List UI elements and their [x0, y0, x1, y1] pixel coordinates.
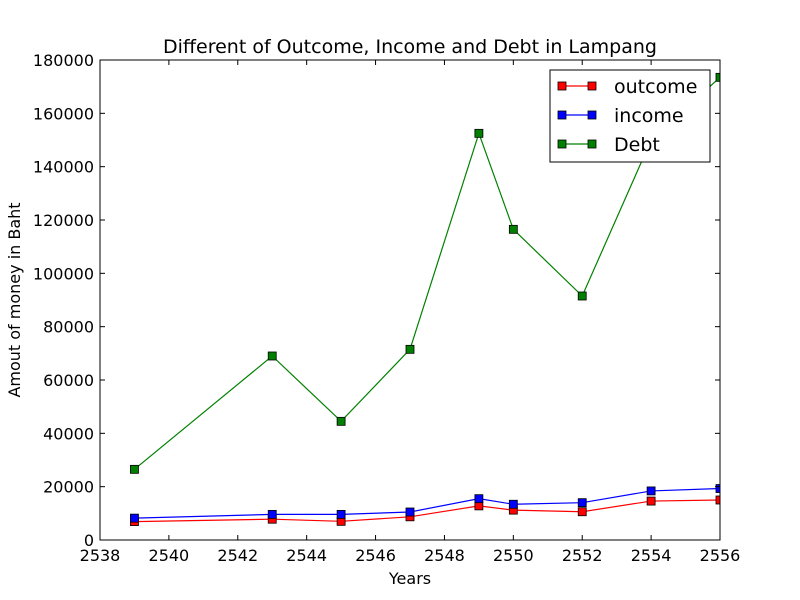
legend-box	[549, 69, 711, 163]
data-point-debt	[130, 464, 139, 474]
data-point-debt	[508, 224, 518, 234]
x-tick-label: 2552	[562, 546, 603, 565]
legend: outcome income Debt	[549, 69, 711, 163]
y-tick-label: 20000	[43, 478, 94, 497]
y-tick-label: 180000	[33, 51, 94, 70]
data-point-debt	[474, 128, 484, 138]
data-point-outcome	[474, 501, 484, 511]
series-line-outcome	[134, 499, 720, 523]
y-tick-label: 140000	[33, 158, 94, 177]
data-point-income	[336, 509, 346, 519]
y-tick-label: 40000	[43, 424, 94, 443]
data-point-income	[130, 513, 139, 523]
x-tick-label: 2554	[631, 546, 672, 565]
legend-label: Debt	[614, 134, 660, 156]
data-point-debt	[405, 344, 415, 354]
legend-marker	[587, 81, 597, 91]
y-tick-label: 100000	[33, 264, 94, 283]
legend-marker	[587, 110, 597, 120]
legend-marker	[557, 81, 567, 91]
data-point-outcome	[646, 496, 656, 506]
data-point-income	[646, 486, 656, 496]
legend-item-debt: Debt	[557, 134, 660, 156]
data-point-outcome	[715, 495, 720, 505]
x-tick-label: 2548	[424, 546, 465, 565]
data-point-outcome	[577, 507, 587, 517]
x-axis-title: Years	[388, 569, 431, 588]
data-point-income	[508, 499, 518, 509]
legend-item-outcome: outcome	[557, 76, 697, 98]
data-point-income	[405, 507, 415, 517]
x-tick-label: 2556	[700, 546, 741, 565]
legend-marker	[557, 110, 567, 120]
plot-frame	[99, 59, 721, 541]
chart-title: Different of Outcome, Income and Debt in…	[163, 36, 657, 58]
y-tick-label: 120000	[33, 211, 94, 230]
y-axis-title: Amout of money in Baht	[5, 202, 24, 397]
x-tick-label: 2544	[286, 546, 327, 565]
data-point-debt	[267, 351, 277, 361]
x-tick-label: 2546	[355, 546, 396, 565]
y-tick-label: 0	[84, 531, 94, 550]
legend-marker	[587, 139, 597, 149]
data-point-debt	[336, 416, 346, 426]
y-tick-label: 80000	[43, 318, 94, 337]
legend-item-income: income	[557, 105, 684, 127]
x-tick-label: 2540	[149, 546, 190, 565]
x-tick-label: 2538	[80, 546, 121, 565]
y-tick-label: 160000	[33, 104, 94, 123]
y-axis: 0 20000 40000 60000 80000 100000 120000 140000 1…	[33, 51, 720, 550]
legend-label: outcome	[614, 76, 697, 98]
y-tick-label: 60000	[43, 371, 94, 390]
data-point-debt	[577, 291, 587, 301]
series-layer	[130, 72, 720, 526]
x-axis: 2538 2540 2542 2544 2546 2548 2550 2552 2554 2556	[80, 60, 741, 565]
data-point-income	[267, 509, 277, 519]
data-point-income	[715, 484, 720, 493]
data-point-income	[577, 498, 587, 508]
legend-label: income	[614, 105, 684, 127]
x-tick-label: 2542	[217, 546, 258, 565]
data-point-debt	[715, 72, 720, 82]
legend-marker	[557, 139, 567, 149]
data-point-income	[474, 494, 484, 504]
x-tick-label: 2550	[493, 546, 534, 565]
